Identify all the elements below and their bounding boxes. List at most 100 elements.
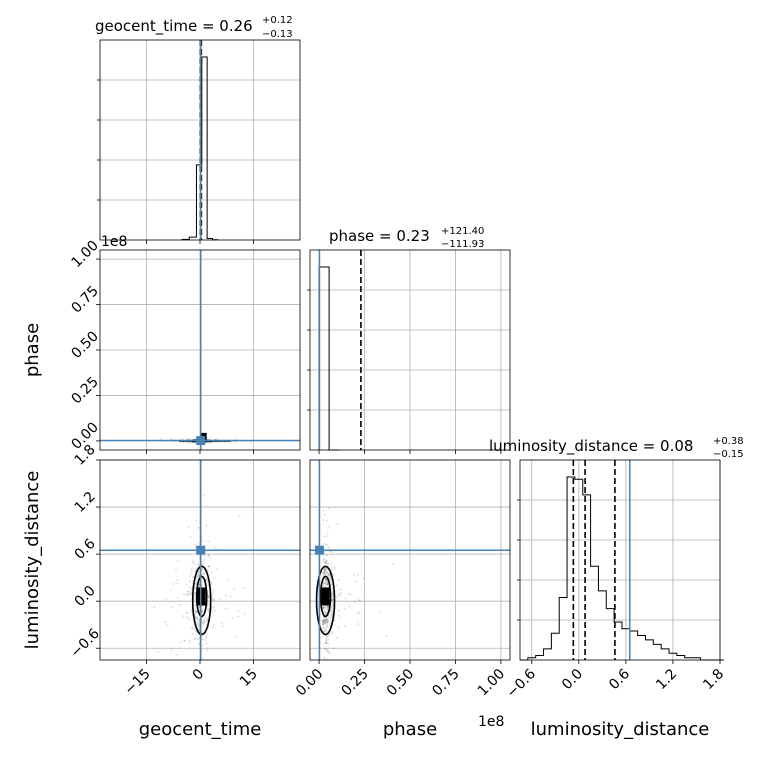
- sample-point-phase-luminosity-distance-49: [356, 611, 359, 614]
- sample-point-geocent-time-luminosity-distance-277: [157, 650, 160, 653]
- sample-point-geocent-time-luminosity-distance-5: [197, 526, 200, 529]
- sample-point-geocent-time-luminosity-distance-330: [211, 626, 214, 629]
- title-geocent-time-plus: +0.12: [262, 15, 293, 26]
- sample-point-phase-luminosity-distance-45: [324, 622, 327, 625]
- sample-point-geocent-time-luminosity-distance-294: [208, 565, 211, 568]
- sample-point-geocent-time-luminosity-distance-144: [201, 621, 204, 624]
- sample-point-phase-luminosity-distance-345: [337, 609, 340, 612]
- sample-point-phase-luminosity-distance-353: [323, 605, 326, 608]
- sample-point-phase-luminosity-distance-218: [326, 582, 329, 585]
- tick-labels: −15 0 15 0.00 0.25 0.50 0.75 1.00−0.6 0.0 0.6 1.2 1…: [68, 238, 728, 702]
- sample-point-phase-luminosity-distance-393: [328, 577, 331, 580]
- sample-point-geocent-time-luminosity-distance-185: [207, 610, 210, 613]
- sample-point-phase-luminosity-distance-73: [362, 577, 365, 580]
- sample-point-geocent-time-luminosity-distance-276: [203, 621, 206, 624]
- sample-point-phase-luminosity-distance-245: [357, 612, 360, 615]
- sample-point-phase-luminosity-distance-370: [330, 611, 333, 614]
- sample-point-geocent-time-luminosity-distance-40: [188, 641, 191, 644]
- sample-point-phase-luminosity-distance-21: [326, 641, 329, 644]
- sample-point-geocent-time-luminosity-distance-273: [201, 610, 204, 613]
- sample-point-geocent-time-luminosity-distance-311: [209, 556, 212, 559]
- sample-point-geocent-time-luminosity-distance-170: [164, 598, 167, 601]
- sample-point-phase-luminosity-distance-363: [331, 614, 334, 617]
- title-phase-plus: +121.40: [441, 226, 484, 237]
- x-tick-label-luminosity-distance-0: −0.6: [504, 666, 539, 701]
- sample-point-phase-luminosity-distance-203: [321, 623, 324, 626]
- sample-point-phase-luminosity-distance-118: [325, 578, 328, 581]
- sample-point-geocent-time-luminosity-distance-358: [182, 593, 185, 596]
- sample-point-geocent-time-luminosity-distance-14: [196, 617, 199, 620]
- sample-point-geocent-time-luminosity-distance-71: [197, 621, 200, 624]
- sample-point-phase-luminosity-distance-351: [326, 583, 329, 586]
- grid-lines: [100, 40, 721, 660]
- sample-point-phase-luminosity-distance-47: [339, 617, 342, 620]
- sample-point-phase-luminosity-distance-243: [323, 629, 326, 632]
- sample-point-phase-luminosity-distance-66: [326, 582, 329, 585]
- sample-point-phase-luminosity-distance-101: [325, 630, 328, 633]
- y-axis-label-luminosity-distance: luminosity_distance: [22, 471, 43, 650]
- sample-point-geocent-time-luminosity-distance-327: [203, 619, 206, 622]
- sample-point-phase-luminosity-distance-277: [323, 585, 326, 587]
- sample-point-geocent-time-luminosity-distance-336: [229, 595, 232, 598]
- sample-point-geocent-time-phase-163: [209, 441, 212, 444]
- y-tick-label-phase-4: 1.00: [69, 238, 102, 271]
- sample-point-phase-luminosity-distance-54: [323, 582, 326, 585]
- sample-point-geocent-time-luminosity-distance-166: [197, 574, 200, 577]
- sample-point-geocent-time-luminosity-distance-8: [197, 624, 200, 627]
- sample-point-geocent-time-luminosity-distance-202: [201, 563, 204, 566]
- sample-point-geocent-time-luminosity-distance-184: [183, 639, 186, 642]
- sample-point-geocent-time-luminosity-distance-172: [185, 611, 188, 614]
- sample-point-phase-luminosity-distance-300: [327, 619, 330, 622]
- sample-point-phase-luminosity-distance-326: [330, 613, 333, 616]
- sample-point-phase-luminosity-distance-278: [326, 619, 329, 622]
- sample-point-phase-luminosity-distance-206: [324, 642, 327, 645]
- sample-point-geocent-time-luminosity-distance-265: [194, 609, 197, 612]
- sample-point-phase-luminosity-distance-399: [348, 605, 351, 608]
- sample-point-phase-luminosity-distance-134: [326, 605, 329, 608]
- sample-point-geocent-time-luminosity-distance-223: [195, 611, 198, 614]
- sample-point-geocent-time-luminosity-distance-334: [194, 545, 197, 548]
- sample-point-geocent-time-luminosity-distance-103: [243, 587, 246, 590]
- sample-point-geocent-time-luminosity-distance-325: [208, 554, 211, 557]
- x-tick-label-phase-0: 0.00: [293, 666, 326, 699]
- sample-point-phase-luminosity-distance-270: [357, 599, 360, 602]
- sample-point-phase-luminosity-distance-231: [327, 525, 330, 528]
- sample-point-phase-luminosity-distance-413: [330, 607, 333, 610]
- sample-point-phase-luminosity-distance-308: [328, 624, 331, 627]
- sample-point-geocent-time-phase-312: [193, 441, 196, 444]
- sample-point-geocent-time-luminosity-distance-124: [193, 628, 196, 631]
- sample-point-geocent-time-luminosity-distance-208: [188, 580, 191, 583]
- sample-point-geocent-time-luminosity-distance-178: [204, 638, 207, 641]
- sample-point-geocent-time-luminosity-distance-60: [243, 612, 246, 615]
- x-tick-label-phase-4: 1.00: [475, 666, 508, 699]
- sample-point-phase-luminosity-distance-187: [338, 594, 341, 597]
- sample-point-phase-luminosity-distance-77: [329, 622, 332, 625]
- sample-point-geocent-time-luminosity-distance-93: [202, 572, 205, 575]
- sample-point-geocent-time-luminosity-distance-243: [202, 560, 205, 563]
- sample-point-geocent-time-luminosity-distance-405: [182, 615, 185, 618]
- sample-point-phase-luminosity-distance-138: [325, 635, 328, 638]
- sample-point-phase-luminosity-distance-137: [328, 572, 331, 575]
- sample-point-phase-luminosity-distance-162: [326, 623, 329, 626]
- sample-point-phase-luminosity-distance-331: [325, 567, 328, 570]
- sample-point-geocent-time-luminosity-distance-232: [207, 565, 210, 568]
- sample-point-phase-luminosity-distance-235: [326, 621, 329, 624]
- injection-marker-geocent-time-phase: [196, 436, 206, 446]
- sample-point-geocent-time-luminosity-distance-288: [196, 637, 199, 640]
- sample-point-phase-luminosity-distance-267: [325, 621, 328, 624]
- sample-point-geocent-time-luminosity-distance-214: [220, 622, 223, 625]
- sample-point-phase-luminosity-distance-58: [340, 592, 343, 595]
- x-tick-label-phase-1: 0.25: [338, 666, 371, 699]
- sample-point-phase-luminosity-distance-169: [325, 612, 328, 615]
- sample-point-phase-luminosity-distance-124: [324, 620, 327, 623]
- sample-point-geocent-time-luminosity-distance-11: [224, 607, 227, 610]
- sample-point-phase-luminosity-distance-268: [330, 562, 333, 565]
- sample-point-phase-luminosity-distance-75: [324, 554, 327, 557]
- sample-point-geocent-time-luminosity-distance-271: [202, 638, 205, 641]
- sample-point-phase-luminosity-distance-258: [329, 579, 332, 582]
- sample-point-geocent-time-luminosity-distance-62: [194, 630, 197, 633]
- sample-point-phase-luminosity-distance-306: [328, 633, 331, 636]
- x-tick-label-luminosity-distance-4: 1.8: [700, 666, 727, 693]
- y-axis-label-phase: phase: [22, 323, 43, 377]
